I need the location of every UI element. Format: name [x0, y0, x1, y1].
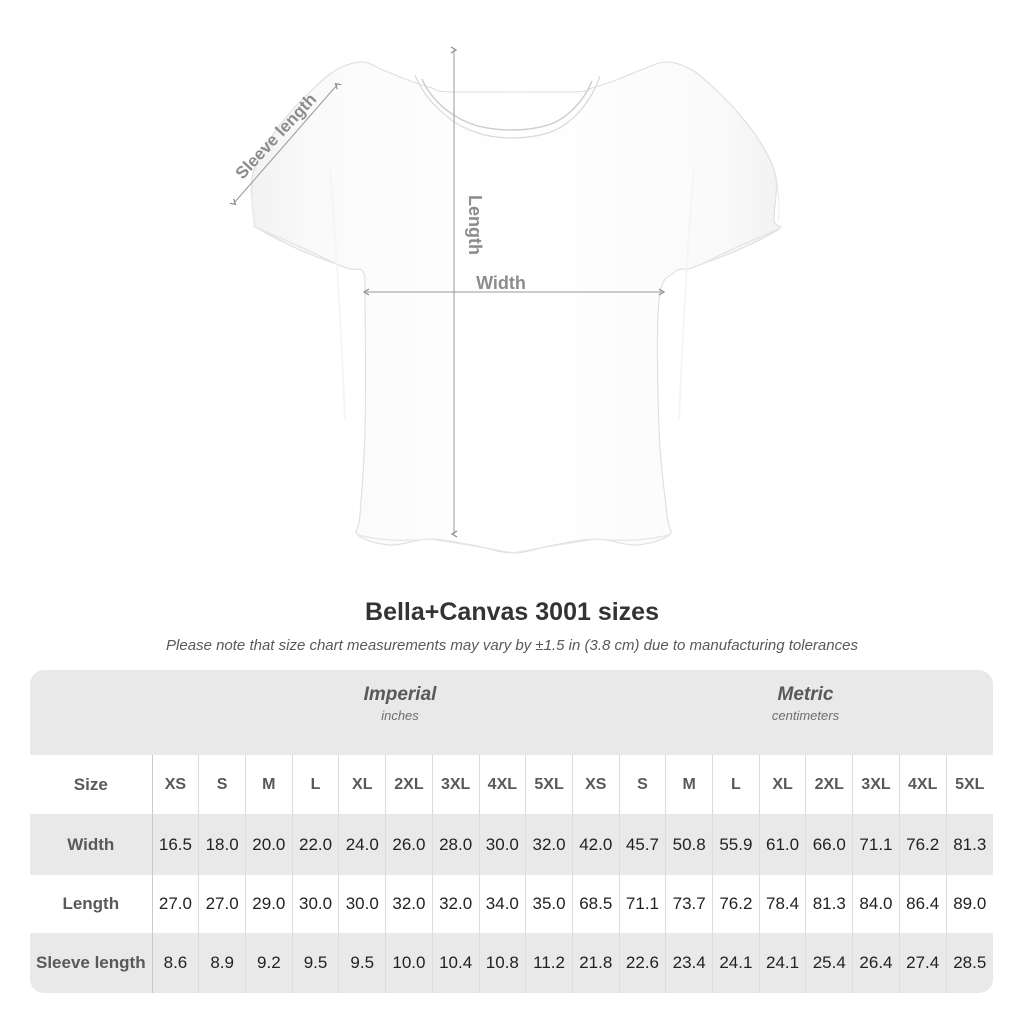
svg-text:Width: Width: [476, 273, 526, 293]
svg-text:Length: Length: [465, 195, 485, 255]
